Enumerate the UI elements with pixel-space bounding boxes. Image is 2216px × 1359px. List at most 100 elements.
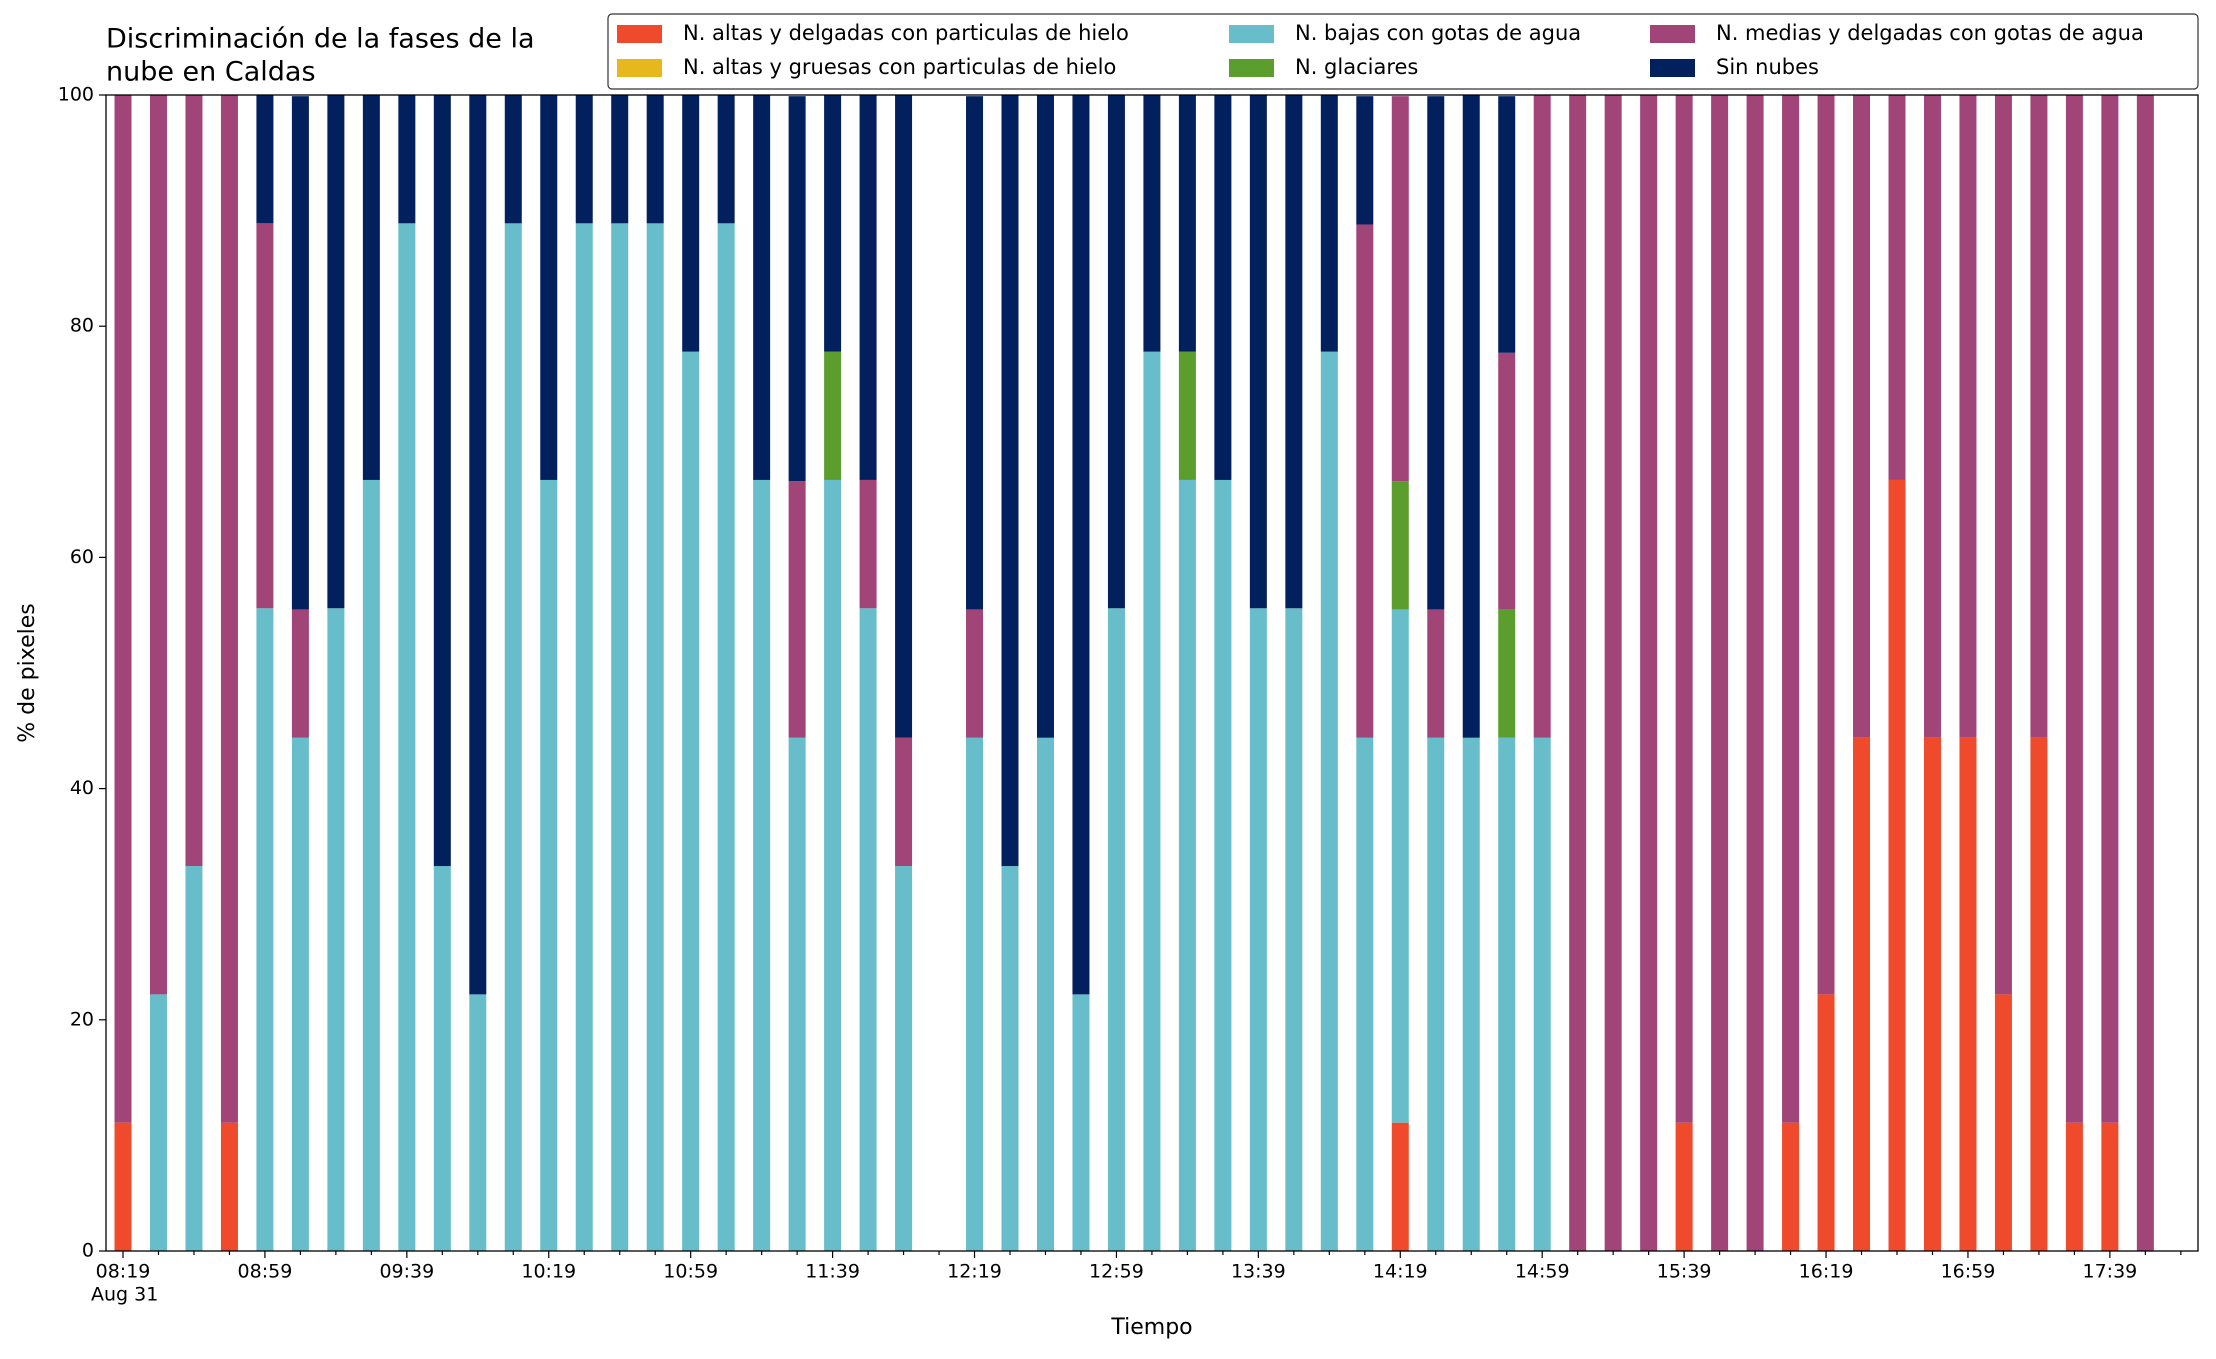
bar-segment [1001,95,1019,867]
bar-segment [256,95,274,224]
bar-segment [1143,95,1161,352]
x-tick-label: 08:19 [96,1261,151,1283]
bar-segment [149,994,167,1251]
bar-segment [1391,481,1409,610]
bar-segment [859,95,877,480]
bar-segment [611,223,629,1251]
bar-segment [1782,1122,1800,1251]
bar-segment [895,737,913,867]
bar-segment [1214,95,1232,480]
bar-segment [753,479,771,1251]
x-tick-label: 10:19 [521,1261,576,1283]
legend-swatch [1650,59,1695,77]
bar-segment [1036,95,1054,738]
bar-segment [1249,95,1267,609]
bar-segment [1675,95,1693,1123]
legend-label: Sin nubes [1716,55,1819,79]
bar-segment [1959,737,1977,1251]
bar-segment [433,866,451,1251]
bar-segment [895,95,913,738]
legend-swatch [1650,25,1695,43]
bar-segment [1001,866,1019,1251]
bar-segment [859,608,877,1251]
bar-segment [788,737,806,1251]
bar-segment [1320,351,1338,1252]
y-tick-label: 0 [82,1240,94,1262]
x-date-label: Aug 31 [91,1284,158,1306]
bar-segment [1498,352,1516,610]
bar-segment [1888,479,1906,1251]
bar-segment [2030,95,2048,738]
legend-swatch [1229,59,1274,77]
x-tick-label: 09:39 [379,1261,434,1283]
bar-segment [398,223,416,1251]
bar-segment [824,351,842,480]
bar-segment [504,95,522,224]
bar-segment [469,994,487,1251]
bar-segment [1285,95,1303,609]
bar-segment [398,95,416,224]
bar-segment [682,351,700,1252]
x-tick-label: 11:39 [805,1261,860,1283]
legend-swatch [617,25,662,43]
x-tick-label: 17:39 [2082,1261,2137,1283]
chart-title: nube en Caldas [106,57,316,88]
bar-segment [2101,1122,2119,1251]
bar-segment [1711,95,1729,1251]
bar-segment [1533,95,1551,738]
x-tick-label: 10:59 [663,1261,718,1283]
bar-segment [2030,737,2048,1251]
x-tick-label: 15:39 [1657,1261,1712,1283]
x-tick-label: 16:59 [1941,1261,1996,1283]
bar-segment [1888,95,1906,480]
x-axis-label: Tiempo [1110,1315,1192,1340]
bar-segment [1072,994,1090,1251]
legend-label: N. altas y gruesas con particulas de hie… [683,55,1116,79]
bar-segment [362,95,380,480]
x-tick-label: 12:59 [1089,1261,1144,1283]
bar-segment [859,479,877,609]
bar-segment [2136,95,2154,1251]
bar-segment [327,608,345,1251]
bar-segment [291,737,309,1251]
bar-segment [1675,1122,1693,1251]
bar-segment [327,95,345,609]
legend-label: N. medias y delgadas con gotas de agua [1716,21,2144,45]
bar-segment [256,608,274,1251]
y-tick-label: 80 [70,315,94,337]
bar-segment [1462,95,1480,738]
bar-segment [185,866,203,1251]
y-tick-label: 40 [70,777,94,799]
bar-segment [1178,479,1196,1251]
bar-segment [1533,737,1551,1251]
bar-segment [1391,609,1409,1123]
bar-segment [1959,95,1977,738]
bar-segment [1356,96,1374,225]
bar-segment [1214,479,1232,1251]
bar-segment [1604,95,1622,1251]
bar-segment [1782,95,1800,1123]
bar-segment [575,223,593,1251]
bar-segment [1143,351,1161,1252]
chart-title: Discriminación de la fases de la [106,24,535,55]
y-tick-label: 60 [70,546,94,568]
bar-segment [1853,95,1871,738]
bar-segment [682,95,700,352]
bar-segment [114,1122,132,1251]
bar-segment [1391,1122,1409,1251]
bar-segment [1923,95,1941,738]
bar-segment [824,479,842,1251]
bar-segment [1249,608,1267,1251]
x-tick-label: 12:19 [947,1261,1002,1283]
plot-frame [105,94,2199,1252]
bar-segment [646,95,664,224]
legend-swatch [1229,25,1274,43]
bar-segment [256,223,274,609]
bar-segment [1923,737,1941,1251]
bar-segment [1640,95,1658,1251]
x-tick-label: 16:19 [1799,1261,1854,1283]
bar-segment [1285,608,1303,1251]
bar-segment [717,223,735,1251]
bar-segment [611,95,629,224]
bar-segment [1462,737,1480,1251]
